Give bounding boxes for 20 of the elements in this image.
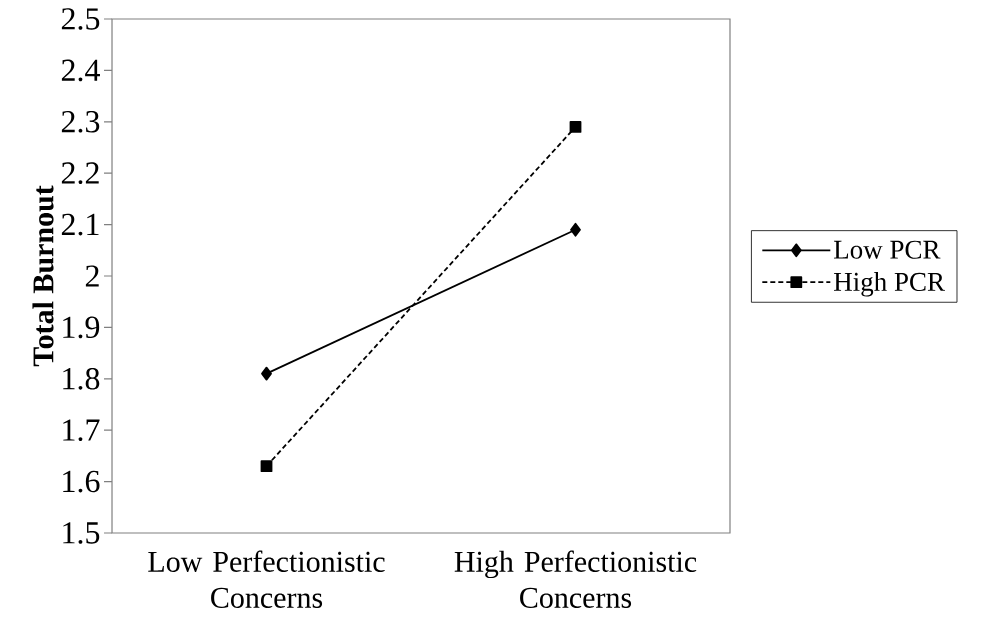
y-tick-label: 2.2 [61,162,99,185]
y-tick-label: 1.6 [63,470,100,493]
x-tick-label: Low Perfectionistic Concerns [148,550,385,608]
x-tick-label: High Perfectionistic Concerns [454,550,697,608]
y-tick-label: 1.5 [63,522,100,544]
y-axis-title: Total Burnout [32,185,54,367]
y-tick-label: 1.9 [63,316,100,339]
y-tick-label: 1.7 [63,419,100,441]
y-tick-label: 2.3 [61,110,100,133]
point [570,222,581,237]
point [569,121,582,133]
legend-label: Low PCR [833,240,941,259]
y-tick-label: 2.4 [61,59,100,82]
legend-label: High PCR [833,272,945,297]
y-tick-label: 1.8 [63,367,100,390]
y-tick-label: 2 [85,265,99,287]
point [261,366,272,381]
y-tick-label: 2.1 [61,213,99,236]
point [260,460,273,473]
y-tick-label: 2.5 [61,8,100,30]
